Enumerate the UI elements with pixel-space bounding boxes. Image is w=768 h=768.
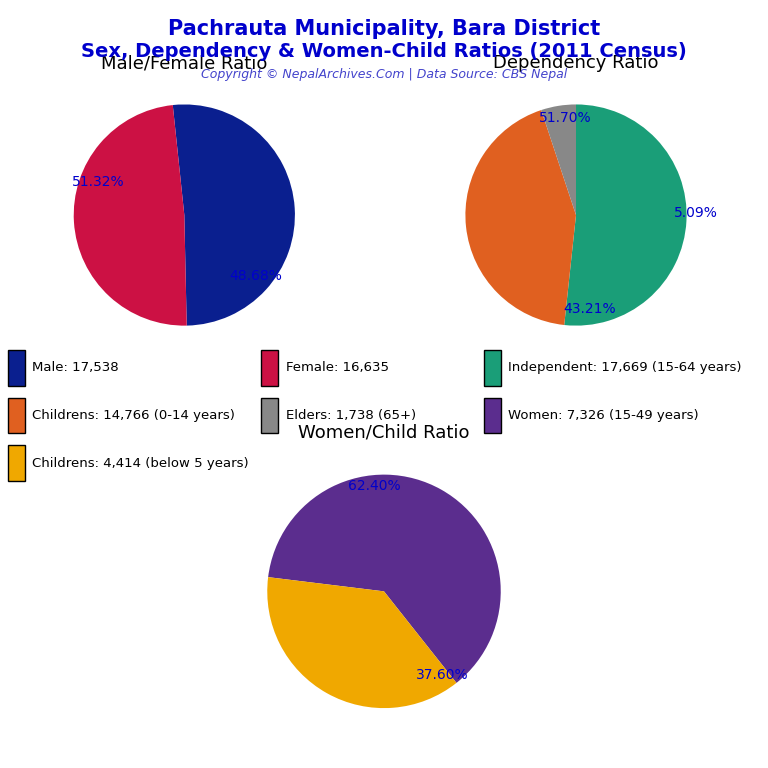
Title: Dependency Ratio: Dependency Ratio xyxy=(493,55,659,72)
Text: 51.32%: 51.32% xyxy=(71,175,124,189)
Text: 5.09%: 5.09% xyxy=(674,206,717,220)
Text: Male: 17,538: Male: 17,538 xyxy=(32,362,119,375)
FancyBboxPatch shape xyxy=(484,398,501,433)
FancyBboxPatch shape xyxy=(8,350,25,386)
Text: 48.68%: 48.68% xyxy=(230,269,283,283)
Wedge shape xyxy=(268,475,501,683)
FancyBboxPatch shape xyxy=(484,350,501,386)
Text: Childrens: 4,414 (below 5 years): Childrens: 4,414 (below 5 years) xyxy=(32,457,249,470)
Wedge shape xyxy=(173,104,295,326)
Title: Women/Child Ratio: Women/Child Ratio xyxy=(298,423,470,441)
Wedge shape xyxy=(541,104,576,215)
Text: Female: 16,635: Female: 16,635 xyxy=(286,362,389,375)
Wedge shape xyxy=(267,577,456,708)
Text: 62.40%: 62.40% xyxy=(349,479,401,493)
FancyBboxPatch shape xyxy=(261,350,278,386)
FancyBboxPatch shape xyxy=(8,398,25,433)
Text: Sex, Dependency & Women-Child Ratios (2011 Census): Sex, Dependency & Women-Child Ratios (20… xyxy=(81,42,687,61)
Text: 37.60%: 37.60% xyxy=(416,668,468,683)
Text: 43.21%: 43.21% xyxy=(563,302,616,316)
Wedge shape xyxy=(74,105,187,326)
FancyBboxPatch shape xyxy=(8,445,25,481)
Wedge shape xyxy=(465,110,576,325)
Text: 51.70%: 51.70% xyxy=(538,111,591,124)
FancyBboxPatch shape xyxy=(261,398,278,433)
Title: Male/Female Ratio: Male/Female Ratio xyxy=(101,55,267,72)
Text: Childrens: 14,766 (0-14 years): Childrens: 14,766 (0-14 years) xyxy=(32,409,235,422)
Text: Elders: 1,738 (65+): Elders: 1,738 (65+) xyxy=(286,409,415,422)
Text: Independent: 17,669 (15-64 years): Independent: 17,669 (15-64 years) xyxy=(508,362,742,375)
Text: Women: 7,326 (15-49 years): Women: 7,326 (15-49 years) xyxy=(508,409,699,422)
Text: Copyright © NepalArchives.Com | Data Source: CBS Nepal: Copyright © NepalArchives.Com | Data Sou… xyxy=(201,68,567,81)
Wedge shape xyxy=(564,104,687,326)
Text: Pachrauta Municipality, Bara District: Pachrauta Municipality, Bara District xyxy=(168,19,600,39)
